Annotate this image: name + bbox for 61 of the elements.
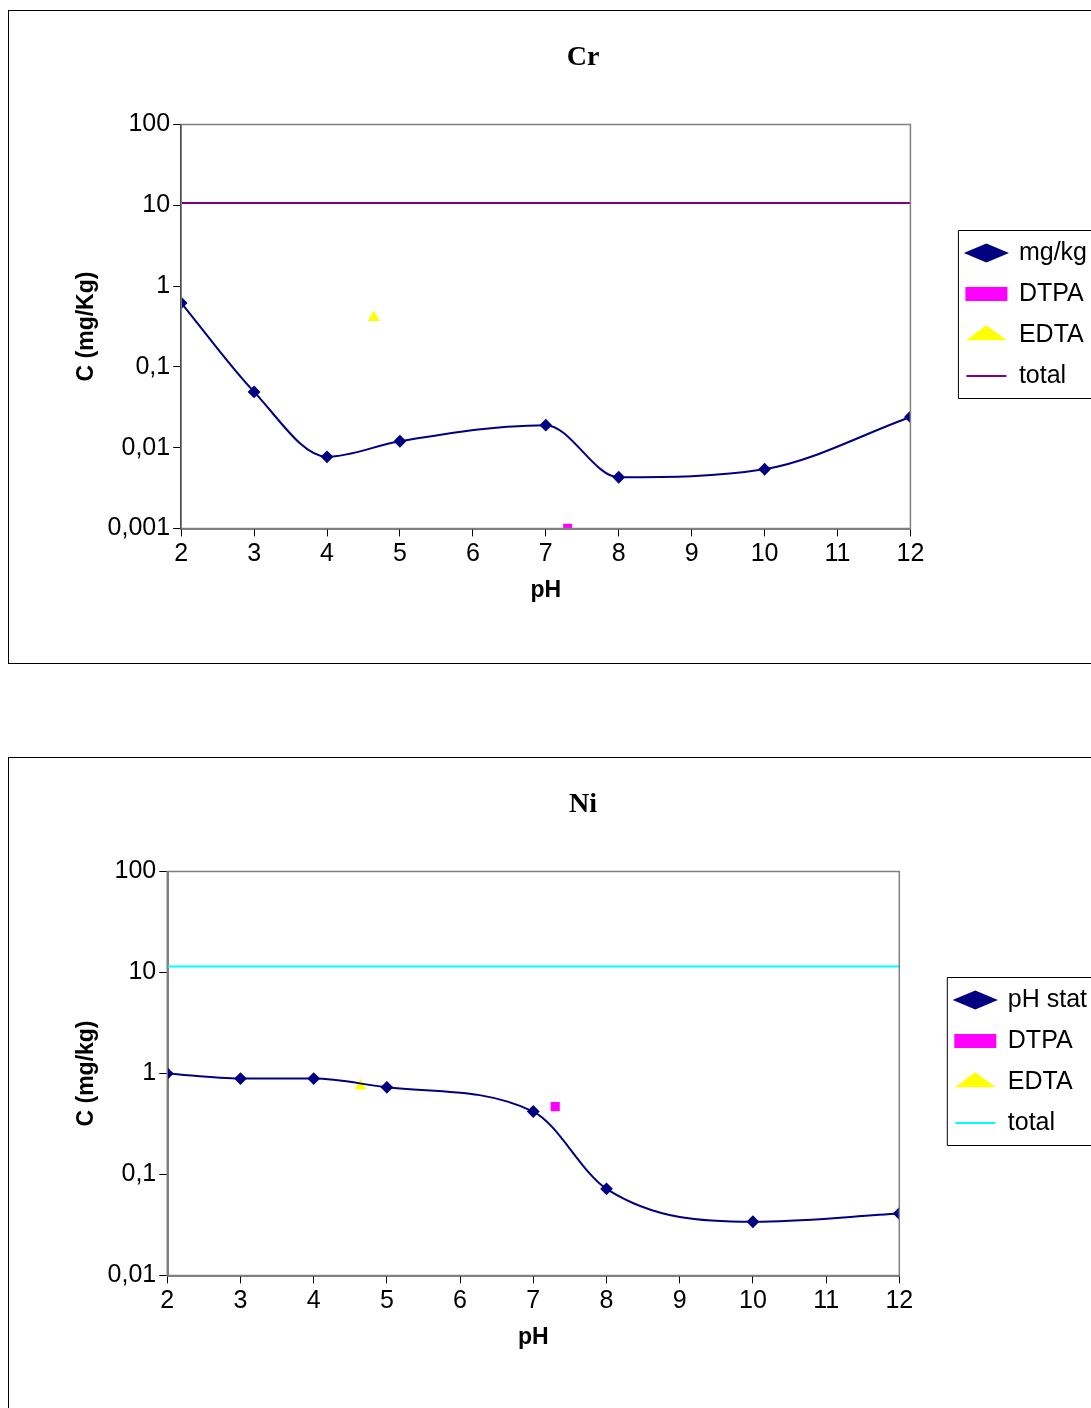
point xyxy=(368,311,380,321)
x-tick-label: 12 xyxy=(896,538,925,567)
x-tick-label: 10 xyxy=(738,1285,767,1314)
legend-label: total xyxy=(1007,1106,1056,1135)
y-tick-label: 1 xyxy=(156,270,171,299)
point xyxy=(248,385,261,398)
point xyxy=(307,1072,320,1085)
point xyxy=(746,1215,759,1228)
legend-label: total xyxy=(1018,359,1067,388)
x-tick-label: 11 xyxy=(813,1285,840,1314)
x-tick-label: 2 xyxy=(160,1285,175,1314)
x-tick-label: 4 xyxy=(320,538,335,567)
legend-label: EDTA xyxy=(1007,1065,1073,1094)
x-tick-label: 12 xyxy=(885,1285,914,1314)
point xyxy=(234,1072,247,1085)
y-tick-label: 0,1 xyxy=(135,350,171,379)
x-tick-label: 2 xyxy=(174,538,189,567)
point xyxy=(321,450,334,463)
x-tick-label: 7 xyxy=(538,538,553,567)
legend-label: mg/kg xyxy=(1018,236,1088,265)
x-axis-title: pH xyxy=(530,575,562,602)
chart-title: Ni xyxy=(569,787,598,819)
y-axis-title: C (mg/Kg) xyxy=(72,271,99,382)
y-tick-label: 0,1 xyxy=(121,1158,157,1187)
y-tick-label: 100 xyxy=(128,108,171,137)
x-tick-label: 6 xyxy=(465,538,480,567)
point xyxy=(527,1105,540,1118)
y-tick-label: 0,01 xyxy=(107,1259,157,1288)
legend-label: EDTA xyxy=(1018,318,1085,347)
y-tick-label: 10 xyxy=(142,189,171,218)
x-axis-title: pH xyxy=(517,1322,549,1349)
x-tick-label: 9 xyxy=(672,1285,687,1314)
x-tick-label: 8 xyxy=(611,538,626,567)
x-tick-label: 9 xyxy=(684,538,699,567)
point xyxy=(758,463,771,476)
y-tick-label: 1 xyxy=(142,1057,157,1086)
legend-label: DTPA xyxy=(1007,1024,1073,1053)
y-tick-label: 10 xyxy=(128,956,157,985)
x-tick-label: 3 xyxy=(233,1285,248,1314)
point xyxy=(539,419,552,432)
x-tick-label: 6 xyxy=(453,1285,468,1314)
y-tick-label: 0,001 xyxy=(107,512,171,541)
x-tick-label: 8 xyxy=(599,1285,614,1314)
chart-title: Cr xyxy=(566,40,600,72)
x-tick-label: 10 xyxy=(750,538,779,567)
x-tick-label: 5 xyxy=(392,538,407,567)
x-tick-label: 5 xyxy=(379,1285,394,1314)
x-tick-label: 11 xyxy=(824,538,851,567)
x-tick-label: 4 xyxy=(306,1285,321,1314)
point xyxy=(380,1081,393,1094)
point xyxy=(393,435,406,448)
x-tick-label: 3 xyxy=(247,538,262,567)
legend-label: DTPA xyxy=(1018,277,1085,306)
legend-label: pH stat xyxy=(1007,983,1088,1012)
y-axis-title: C (mg/kg) xyxy=(72,1020,99,1127)
point xyxy=(600,1182,613,1195)
y-tick-label: 100 xyxy=(114,855,157,884)
x-tick-label: 7 xyxy=(526,1285,541,1314)
y-tick-label: 0,01 xyxy=(121,431,171,460)
point xyxy=(550,1102,560,1112)
point xyxy=(612,471,625,484)
